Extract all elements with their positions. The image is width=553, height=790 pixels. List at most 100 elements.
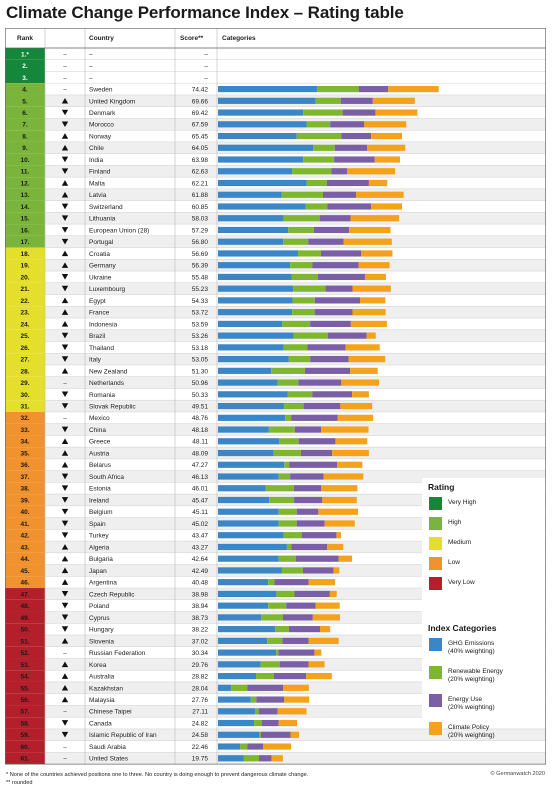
rank-label: 17.	[20, 239, 29, 246]
legend-rating-high: High	[429, 517, 545, 533]
country-label: Denmark	[89, 110, 116, 117]
score-label: 38.73	[192, 615, 209, 622]
rank-cell-low	[5, 552, 45, 565]
rank-cell-low	[5, 529, 45, 542]
rank-label: 12.	[20, 180, 29, 187]
rank-label: 20.	[20, 274, 29, 281]
bar-segment-ghg	[218, 508, 279, 515]
bar-segment-ghg	[218, 285, 294, 292]
rank-label: 36.	[20, 462, 29, 469]
bar-segment-renewable	[292, 297, 315, 304]
bar-segment-energy-use	[301, 532, 337, 539]
bar-segment-renewable	[283, 215, 320, 222]
bar-segment-energy-use	[289, 461, 338, 468]
rank-cell-medium	[5, 318, 45, 330]
bar-segment-energy-use	[326, 179, 369, 187]
bar-segment-policy	[320, 626, 331, 633]
bar-segment-policy	[337, 461, 363, 468]
bar-segment-energy-use	[286, 602, 316, 609]
score-label: 46.01	[192, 486, 209, 493]
bar-segment-ghg	[218, 367, 272, 374]
rank-label: 57.	[20, 709, 29, 716]
bar-segment-ghg	[218, 473, 279, 480]
score-label: 57.29	[192, 227, 209, 234]
country-label: Croatia	[89, 251, 110, 258]
trend-up-icon	[61, 638, 69, 644]
score-label: 45.47	[192, 497, 209, 504]
bar-segment-ghg	[218, 226, 289, 234]
footnote-1: * None of the countries achieved positio…	[6, 772, 309, 778]
rank-cell-very-low	[5, 599, 45, 612]
country-label: Poland	[89, 603, 110, 610]
country-label: Austria	[89, 450, 110, 457]
bar-segment-energy-use	[282, 637, 309, 644]
bar-segment-energy-use	[298, 379, 342, 386]
bar-segment-energy-use	[295, 555, 339, 562]
bar-segment-renewable	[303, 156, 335, 163]
trend-down-icon	[61, 274, 69, 280]
score-label: 53.18	[192, 345, 209, 352]
country-label: Mexico	[89, 415, 110, 422]
rank-cell-low	[5, 505, 45, 518]
credit: © Germanwatch 2020	[490, 771, 546, 777]
header-row	[5, 28, 546, 48]
bar-segment-policy	[371, 132, 403, 140]
bar-segment-energy-use	[291, 543, 328, 551]
table-border	[5, 28, 546, 765]
score-label: 62.21	[192, 180, 209, 187]
bar-segment-renewable	[271, 367, 305, 374]
rank-label: 34.	[20, 439, 29, 446]
country-label: Bulgaria	[89, 556, 113, 563]
country-label: United Kingdom	[89, 98, 135, 105]
bar-segment-energy-use	[325, 285, 353, 292]
legend-label: Very High	[448, 499, 477, 506]
bar-segment-renewable	[281, 567, 303, 574]
bar-segment-renewable	[278, 508, 297, 515]
legend-label: Energy Use (20% weighting)	[448, 694, 495, 712]
rank-cell-medium	[5, 353, 45, 365]
bar-segment-energy-use	[294, 590, 330, 598]
trend-down-icon	[61, 497, 69, 503]
score-label: 53.59	[192, 321, 209, 328]
rank-cell-very-low	[5, 728, 45, 741]
bar-segment-ghg	[218, 696, 251, 703]
rank-cell-medium	[5, 341, 45, 354]
bar-segment-ghg	[218, 449, 274, 457]
score-label: 61.88	[192, 192, 209, 199]
bar-segment-policy	[364, 273, 386, 281]
bar-segment-policy	[283, 684, 309, 691]
trend-up-icon	[61, 567, 69, 574]
bar-segment-policy	[352, 285, 391, 292]
trend-down-icon	[61, 614, 69, 621]
bar-segment-policy	[372, 97, 415, 104]
country-label: Belarus	[89, 462, 112, 469]
legend-label: Climate Policy (20% weighting)	[448, 722, 495, 740]
legend-swatch	[429, 497, 442, 510]
bar-segment-energy-use	[327, 203, 372, 210]
bar-segment-renewable	[268, 426, 295, 433]
country-label: Finland	[89, 169, 111, 176]
legend-rating-very-low: Very Low	[429, 577, 545, 593]
bar-segment-ghg	[218, 532, 284, 539]
rank-label: 29.	[20, 380, 29, 387]
bar-segment-policy	[350, 367, 378, 374]
bar-segment-renewable	[286, 543, 292, 551]
score-label: 47.27	[192, 462, 209, 469]
legend-category-energy-use: Energy Use (20% weighting)	[429, 694, 545, 718]
score-label: 19.75	[192, 756, 209, 763]
bar-segment-renewable	[288, 356, 311, 363]
score-label: 38.94	[192, 603, 209, 610]
score-label: 46.13	[192, 474, 209, 481]
trend-down-icon	[61, 485, 69, 491]
rank-label: 13.	[20, 192, 29, 199]
country-label: Latvia	[89, 192, 107, 199]
bar-segment-renewable	[315, 97, 341, 104]
bar-segment-ghg	[218, 379, 278, 386]
country-label: Saudi Arabia	[89, 744, 126, 751]
score-label: 56.80	[192, 239, 209, 246]
bar-segment-ghg	[218, 649, 277, 656]
country-label: United States	[89, 756, 129, 763]
legend-label: Medium	[448, 539, 472, 546]
rating-table: Rank Country Score** Categories 1.* – – – 2. – – – 3…	[5, 28, 546, 765]
country-label: New Zealand	[89, 368, 128, 375]
